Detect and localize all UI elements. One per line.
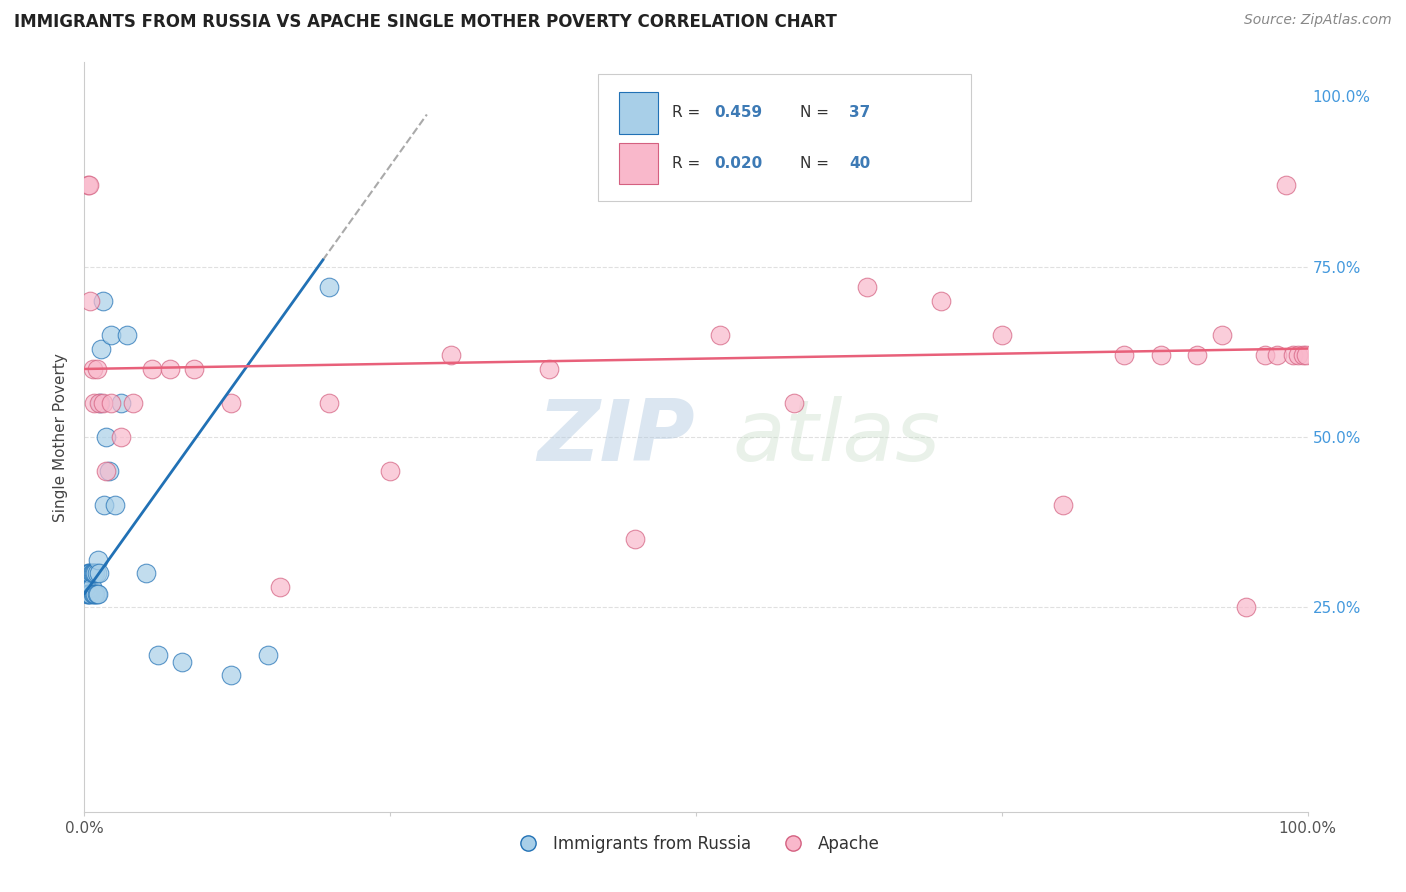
Point (1292, 348, 1315, 362)
Point (80, 580, 103, 594)
Point (100, 327, 122, 342)
Point (91, 293, 114, 308)
Point (783, 396, 806, 410)
Point (159, 362, 181, 376)
Text: 0.020: 0.020 (714, 156, 762, 171)
Point (79, 587, 101, 601)
Point (110, 396, 132, 410)
Text: atlas: atlas (733, 395, 941, 479)
Point (1265, 348, 1288, 362)
Point (135, 566, 157, 581)
Point (82, 587, 104, 601)
Point (1295, 348, 1317, 362)
Text: N =: N = (800, 156, 834, 171)
Point (100, 396, 122, 410)
Point (624, 533, 647, 547)
Bar (619, 143, 658, 184)
Point (1286, 348, 1309, 362)
Bar (619, 93, 658, 134)
Point (1274, 178, 1296, 192)
Y-axis label: Single Mother Poverty: Single Mother Poverty (53, 352, 69, 522)
Point (84, 587, 107, 601)
Point (79, 293, 101, 308)
Text: ZIP: ZIP (537, 395, 695, 479)
Text: R =: R = (672, 156, 704, 171)
Point (77, 587, 100, 601)
Point (269, 580, 291, 594)
Point (87, 566, 110, 581)
Text: IMMIGRANTS FROM RUSSIA VS APACHE SINGLE MOTHER POVERTY CORRELATION CHART: IMMIGRANTS FROM RUSSIA VS APACHE SINGLE … (14, 13, 837, 31)
Point (440, 348, 463, 362)
Legend: Immigrants from Russia, Apache: Immigrants from Russia, Apache (505, 829, 887, 860)
Point (104, 498, 127, 512)
Point (1187, 348, 1209, 362)
Point (257, 648, 280, 662)
Point (91, 396, 114, 410)
Point (122, 396, 145, 410)
Point (77, 178, 100, 192)
Point (115, 327, 138, 342)
Point (86, 587, 108, 601)
Point (538, 362, 561, 376)
Point (77, 178, 100, 192)
Point (991, 327, 1014, 342)
Point (90, 342, 112, 356)
Point (83, 566, 105, 581)
Point (141, 362, 163, 376)
Point (219, 396, 242, 410)
Point (82, 566, 104, 581)
Point (77, 566, 100, 581)
Point (380, 464, 402, 478)
Text: 0.459: 0.459 (714, 105, 762, 120)
Point (1282, 348, 1305, 362)
Point (709, 327, 731, 342)
Point (172, 655, 194, 669)
Point (1254, 348, 1277, 362)
Point (80, 566, 103, 581)
FancyBboxPatch shape (598, 74, 972, 201)
Point (318, 280, 340, 294)
Text: R =: R = (672, 105, 704, 120)
Point (77, 566, 100, 581)
Point (79, 566, 101, 581)
Point (87, 396, 110, 410)
Point (929, 293, 952, 308)
Point (1052, 498, 1074, 512)
Point (77, 587, 100, 601)
Point (89, 396, 111, 410)
Point (110, 430, 132, 444)
Point (87, 587, 110, 601)
Point (76, 587, 98, 601)
Point (86, 362, 108, 376)
Point (1150, 348, 1173, 362)
Point (1211, 327, 1233, 342)
Point (183, 362, 205, 376)
Point (96, 464, 118, 478)
Point (318, 396, 340, 410)
Point (97, 464, 120, 478)
Point (83, 396, 105, 410)
Point (1236, 600, 1258, 615)
Point (856, 280, 879, 294)
Point (82, 362, 104, 376)
Point (96, 430, 118, 444)
Point (93, 498, 115, 512)
Text: 37: 37 (849, 105, 870, 120)
Point (75, 580, 97, 594)
Point (146, 648, 169, 662)
Text: Source: ZipAtlas.com: Source: ZipAtlas.com (1244, 13, 1392, 28)
Point (86, 566, 108, 581)
Point (1114, 348, 1136, 362)
Point (83, 587, 105, 601)
Text: 40: 40 (849, 156, 870, 171)
Point (87, 552, 110, 566)
Point (219, 668, 242, 682)
Text: N =: N = (800, 105, 834, 120)
Point (84, 566, 107, 581)
